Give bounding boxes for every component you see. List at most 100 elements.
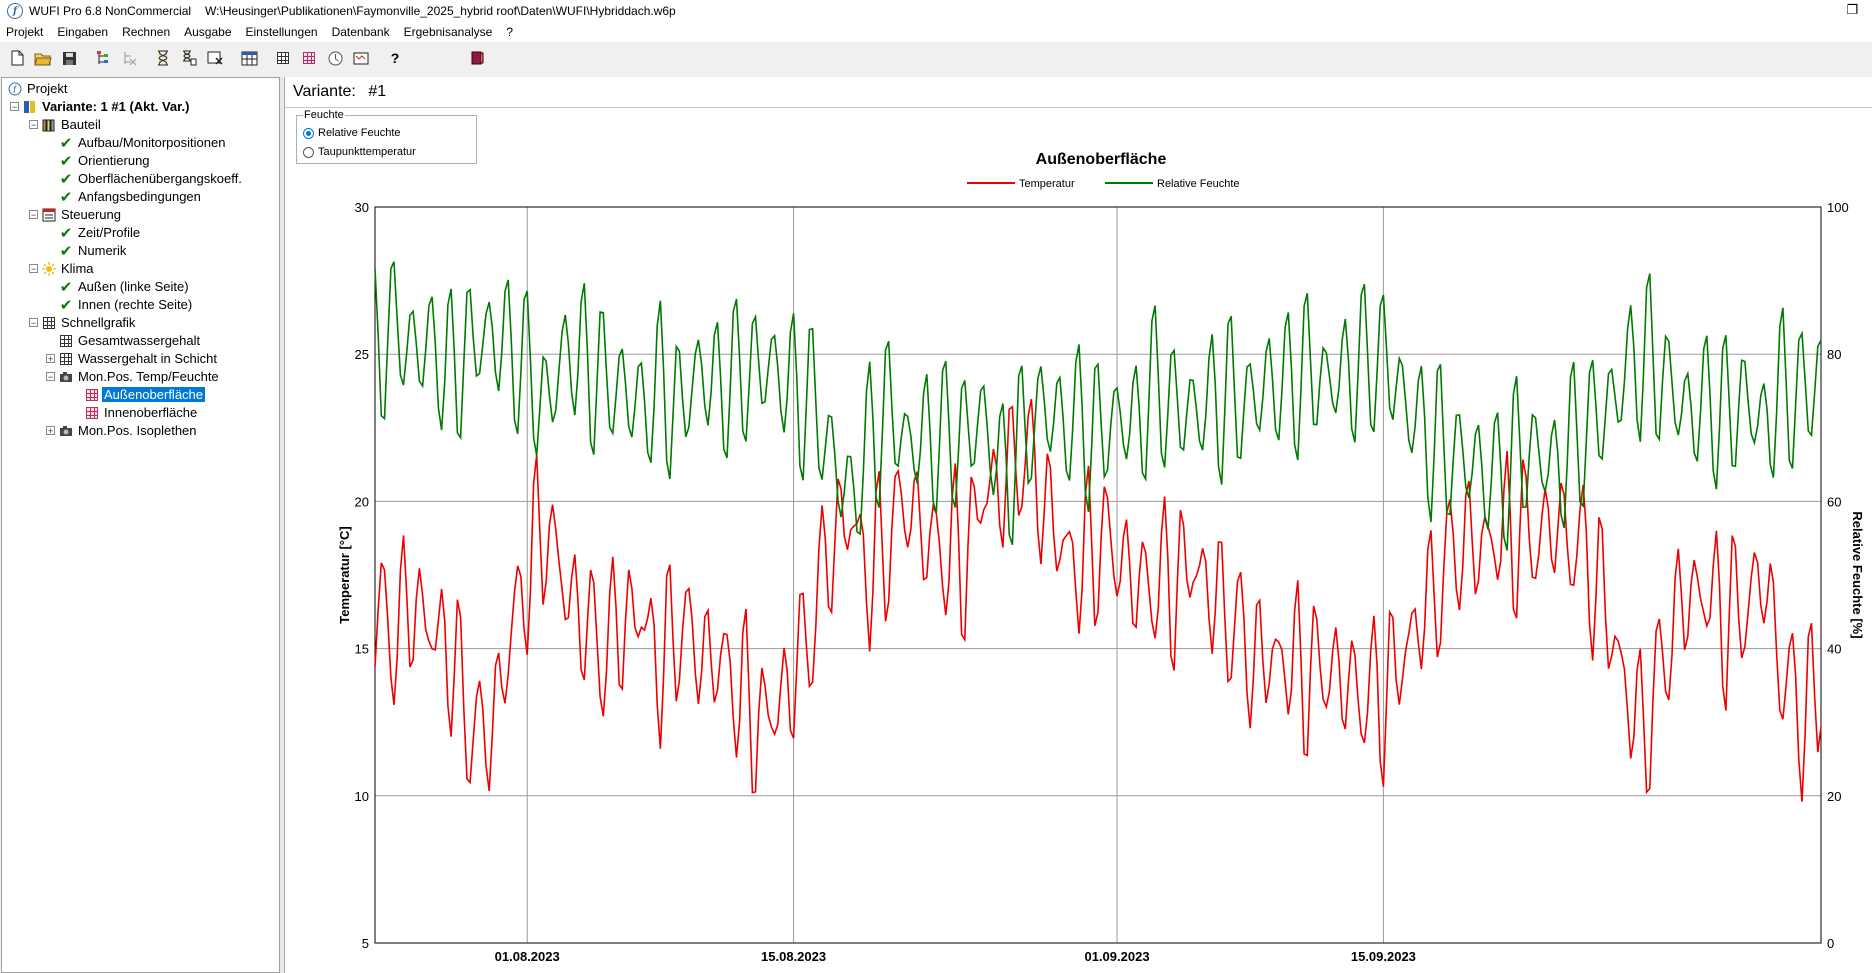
- restore-window-button[interactable]: ❐: [1846, 2, 1858, 17]
- radio-label-relative-feuchte: Relative Feuchte: [318, 127, 401, 139]
- tree-item-aussen[interactable]: ✔ Außen (linke Seite): [59, 278, 191, 296]
- tree-item-orientierung[interactable]: ✔ Orientierung: [59, 152, 152, 170]
- grid-icon: [42, 316, 56, 330]
- menu-ausgabe[interactable]: Ausgabe: [184, 25, 232, 39]
- tree-label-variante: Variante: 1 #1 (Akt. Var.): [42, 99, 190, 114]
- collapse-icon[interactable]: −: [10, 102, 19, 112]
- radio-label-taupunkttemperatur: Taupunkttemperatur: [318, 146, 416, 158]
- x-tick-label: 01.08.2023: [495, 949, 560, 964]
- collapse-icon[interactable]: −: [29, 318, 38, 328]
- collapse-icon[interactable]: −: [29, 264, 38, 274]
- y-tick-label: 30: [355, 200, 369, 215]
- menu-ergebnisanalyse[interactable]: Ergebnisanalyse: [403, 25, 493, 39]
- checkmark-icon: ✔: [59, 170, 73, 188]
- y2-tick-label: 100: [1827, 200, 1849, 215]
- menu-einstellungen[interactable]: Einstellungen: [245, 25, 318, 39]
- control-icon: [42, 208, 56, 222]
- feuchte-group-title: Feuchte: [303, 109, 345, 121]
- save-icon[interactable]: [58, 47, 80, 69]
- tree-item-monpos-temp[interactable]: − Mon.Pos. Temp/Feuchte: [46, 368, 221, 385]
- file-path: W:\Heusinger\Publikationen\Faymonville_2…: [205, 4, 676, 18]
- tree-item-klima[interactable]: − Klima: [29, 260, 96, 277]
- checkmark-icon: ✔: [59, 242, 73, 260]
- expand-icon[interactable]: +: [46, 426, 55, 436]
- tree-label-orientierung: Orientierung: [78, 153, 150, 168]
- radio-relative-feuchte[interactable]: Relative Feuchte: [303, 127, 401, 139]
- tree-item-projekt[interactable]: f Projekt: [8, 80, 69, 97]
- variant-label: Variante:: [293, 83, 356, 100]
- grid-icon: [59, 352, 73, 366]
- tree-item-monpos-isoplethen[interactable]: + Mon.Pos. Isoplethen: [46, 422, 199, 439]
- series-line-temperatur: [374, 398, 1822, 802]
- menu-help[interactable]: ?: [506, 25, 514, 39]
- collapse-icon[interactable]: −: [29, 210, 38, 220]
- y2-axis-ticks: 0 20 40 60 80 100: [1827, 200, 1849, 951]
- table-icon[interactable]: [238, 47, 260, 69]
- variant-header: Variante: #1: [293, 83, 386, 101]
- tree-item-innen[interactable]: ✔ Innen (rechte Seite): [59, 296, 194, 314]
- tree-item-oberflaechen[interactable]: ✔ Oberflächenübergangskoeff.: [59, 170, 244, 188]
- hourglass-multi-icon[interactable]: [178, 47, 200, 69]
- tree-label-steuerung: Steuerung: [61, 207, 121, 222]
- tree-item-variante[interactable]: − Variante: 1 #1 (Akt. Var.): [10, 98, 191, 115]
- grid-icon[interactable]: [272, 47, 294, 69]
- y-axis-ticks: 5 10 15 20 25 30: [355, 200, 369, 951]
- tree-item-aufbau[interactable]: ✔ Aufbau/Monitorpositionen: [59, 134, 227, 152]
- y2-tick-label: 80: [1827, 347, 1841, 362]
- y2-tick-label: 20: [1827, 789, 1841, 804]
- tree-label-anfangsbedingungen: Anfangsbedingungen: [78, 189, 201, 204]
- checkmark-icon: ✔: [59, 188, 73, 206]
- menu-eingaben[interactable]: Eingaben: [57, 25, 109, 39]
- clock-icon[interactable]: [324, 47, 346, 69]
- camera-icon: [59, 424, 73, 438]
- project-tree: f Projekt − Variante: 1 #1 (Akt. Var.) −…: [1, 77, 280, 973]
- hourglass-icon[interactable]: [152, 47, 174, 69]
- tree-label-klima: Klima: [61, 261, 94, 276]
- tree-icon[interactable]: [92, 47, 114, 69]
- tree-item-steuerung[interactable]: − Steuerung: [29, 206, 123, 223]
- tree-item-wassergehalt-schicht[interactable]: + Wassergehalt in Schicht: [46, 350, 219, 367]
- tree-item-anfangsbedingungen[interactable]: ✔ Anfangsbedingungen: [59, 188, 203, 206]
- panel-splitter[interactable]: [280, 77, 283, 973]
- expand-icon[interactable]: +: [46, 354, 55, 364]
- tree-item-innenoberflaeche[interactable]: Innenoberfläche: [85, 404, 199, 421]
- help-icon[interactable]: ?: [390, 50, 400, 66]
- y2-tick-label: 40: [1827, 642, 1841, 657]
- variant-value: #1: [368, 83, 387, 100]
- checkmark-icon: ✔: [59, 152, 73, 170]
- camera-icon: [59, 370, 73, 384]
- book-icon[interactable]: [466, 47, 488, 69]
- tree-item-gesamtwassergehalt[interactable]: Gesamtwassergehalt: [59, 332, 202, 349]
- checkmark-icon: ✔: [59, 224, 73, 242]
- y2-axis-label: Relative Feuchte [%]: [1850, 511, 1865, 638]
- radio-button-unchecked[interactable]: [303, 146, 314, 158]
- main-panel: Variante: #1 Feuchte Relative Feuchte Ta…: [284, 77, 1872, 973]
- hourglass-cancel-icon[interactable]: [204, 47, 226, 69]
- tree-disabled-icon: [118, 47, 140, 69]
- tree-label-wassergehalt-schicht: Wassergehalt in Schicht: [78, 351, 217, 366]
- tree-label-aussenoberflaeche: Außenoberfläche: [102, 387, 206, 402]
- film-icon[interactable]: [350, 47, 372, 69]
- tree-item-zeit-profile[interactable]: ✔ Zeit/Profile: [59, 224, 142, 242]
- tree-item-bauteil[interactable]: − Bauteil: [29, 116, 103, 133]
- chart: Außenoberfläche Temperatur Relative Feuc…: [337, 151, 1865, 964]
- radio-button-checked[interactable]: [303, 127, 314, 139]
- divider: [285, 107, 1872, 108]
- tree-item-schnellgrafik[interactable]: − Schnellgrafik: [29, 314, 137, 331]
- tree-item-numerik[interactable]: ✔ Numerik: [59, 242, 128, 260]
- tree-label-innenoberflaeche: Innenoberfläche: [104, 405, 198, 420]
- chart-grid-icon[interactable]: [298, 47, 320, 69]
- menu-datenbank[interactable]: Datenbank: [331, 25, 390, 39]
- wufi-app-icon: f: [7, 3, 23, 19]
- collapse-icon[interactable]: −: [46, 372, 55, 382]
- new-file-icon[interactable]: [6, 47, 28, 69]
- checkmark-icon: ✔: [59, 134, 73, 152]
- variant-icon: [23, 100, 37, 114]
- menu-rechnen[interactable]: Rechnen: [122, 25, 171, 39]
- menu-projekt[interactable]: Projekt: [6, 25, 44, 39]
- tree-item-aussenoberflaeche[interactable]: Außenoberfläche: [85, 386, 206, 403]
- open-folder-icon[interactable]: [32, 47, 54, 69]
- y-tick-label: 20: [355, 494, 369, 509]
- radio-taupunkttemperatur[interactable]: Taupunkttemperatur: [303, 146, 416, 158]
- collapse-icon[interactable]: −: [29, 120, 38, 130]
